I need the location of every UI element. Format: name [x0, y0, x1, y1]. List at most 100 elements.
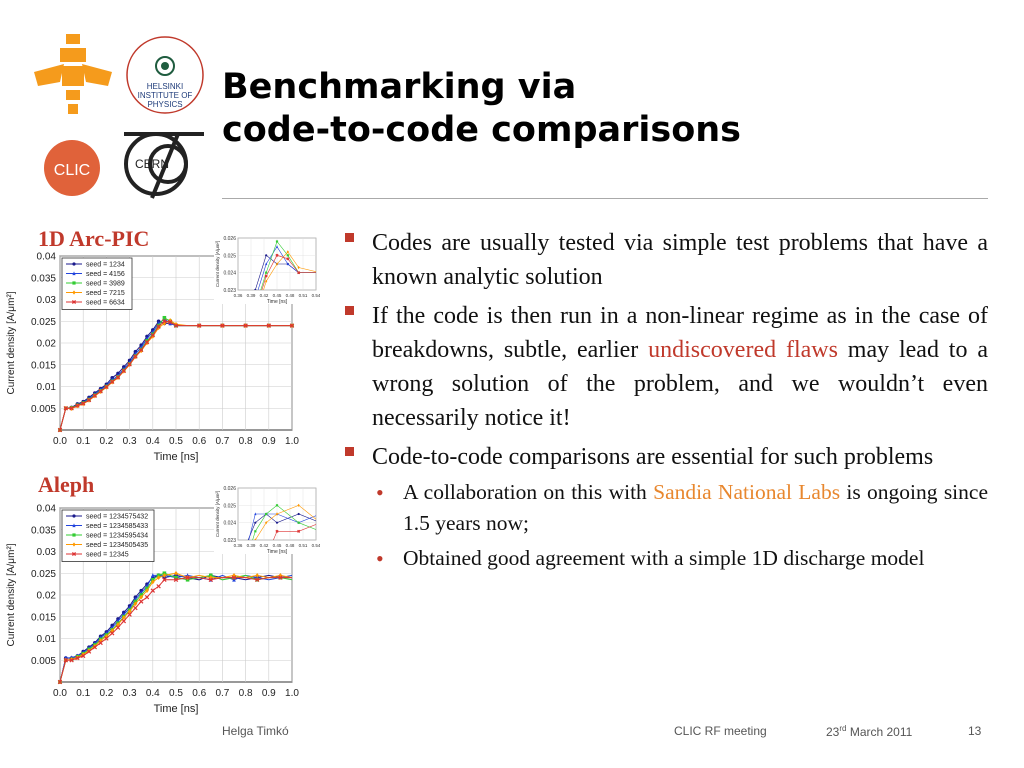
x-tick-label: 0.8	[239, 688, 253, 699]
data-point	[75, 403, 80, 408]
data-point	[265, 512, 268, 516]
data-point	[115, 625, 121, 630]
data-point	[104, 634, 109, 639]
data-point	[98, 640, 103, 646]
data-point	[80, 653, 86, 659]
footer-date-day: 23	[826, 725, 840, 739]
x-tick-label: 0.7	[215, 688, 229, 699]
data-point	[72, 262, 76, 266]
data-point	[208, 577, 214, 582]
data-point	[254, 512, 257, 516]
legend-box	[61, 509, 155, 562]
data-point	[265, 262, 268, 266]
data-point	[275, 245, 279, 248]
helsinki-university-logo	[30, 32, 116, 118]
data-point	[71, 299, 77, 305]
legend-label: seed = 7215	[86, 290, 125, 297]
data-point	[265, 254, 268, 257]
x-tick-label: 0.9	[262, 436, 276, 447]
data-point	[156, 584, 161, 589]
footer-page-number: 13	[968, 724, 982, 738]
legend: seed = 1234 seed = 4156 seed = 3989 seed = …	[61, 257, 133, 310]
bullet-text: Codes are usually tested via simple test…	[372, 230, 988, 290]
data-point	[266, 323, 272, 328]
x-tick-label: 0.7	[215, 436, 229, 447]
data-point	[156, 575, 161, 580]
y-tick-label: 0.015	[31, 612, 56, 623]
data-point	[121, 618, 127, 624]
inset-y-tick: 0.024	[223, 271, 236, 277]
data-point	[69, 406, 74, 411]
plot-label-aleph: Aleph	[38, 472, 95, 497]
hip-logo-text-3: PHYSICS	[147, 100, 182, 109]
aleph-inset-plot: 0.026 0.025 0.024 0.023 0.36 0.39 0.42 0.45 0.48…	[214, 482, 321, 559]
data-point	[127, 609, 132, 614]
data-point	[255, 573, 259, 578]
legend-label: seed = 1234575432	[86, 514, 148, 521]
x-tick-label: 0.0	[53, 688, 67, 699]
x-tick-label: 0.1	[76, 688, 90, 699]
legend-label: seed = 1234585433	[86, 523, 148, 530]
x-axis-label: Time [ns]	[154, 451, 199, 463]
data-point	[275, 240, 279, 243]
data-point	[72, 514, 76, 518]
data-point	[167, 319, 173, 325]
bullet-item: Code-to-code comparisons are essential f…	[345, 440, 988, 474]
x-tick-label: 0.9	[262, 688, 276, 699]
bullet-item: If the code is then run in a non-linear …	[345, 299, 988, 435]
data-point	[98, 389, 103, 394]
inset-x-tick: 0.54	[312, 543, 320, 548]
data-point	[127, 362, 132, 367]
data-point	[127, 612, 132, 617]
x-tick-label: 0.1	[76, 436, 90, 447]
title-divider	[222, 198, 988, 199]
data-point	[265, 271, 268, 274]
y-tick-label: 0.025	[31, 317, 56, 328]
data-point	[150, 588, 156, 593]
sub-bullet-text: Obtained good agreement with a simple 1D…	[403, 546, 925, 570]
legend-label: seed = 1234	[86, 262, 125, 269]
data-point	[174, 575, 178, 580]
data-point	[162, 573, 167, 578]
data-point	[80, 401, 86, 406]
inset-x-tick: 0.45	[273, 543, 282, 548]
data-point	[115, 375, 121, 380]
inset-x-tick: 0.48	[286, 543, 295, 548]
data-point	[275, 253, 279, 257]
data-point	[133, 354, 138, 359]
data-point	[156, 324, 161, 329]
data-point	[133, 601, 138, 606]
aleph-plot: 0.0 0.1 0.2 0.3 0.4 0.5 0.6 0.7 0.8 0.9 1.0 0.04 0.0…	[0, 500, 300, 725]
data-point	[72, 533, 76, 537]
data-point	[278, 575, 283, 580]
data-point	[254, 538, 257, 540]
footer-meeting: CLIC RF meeting	[674, 724, 767, 738]
x-axis-label: Time [ns]	[154, 703, 199, 715]
x-tick-label: 0.6	[192, 688, 206, 699]
sub-bullet-text-pre: A collaboration on this with	[403, 480, 654, 504]
data-point	[220, 323, 225, 328]
data-point	[297, 521, 300, 524]
slide-title: Benchmarking via code-to-code comparison…	[222, 66, 741, 152]
data-point	[275, 512, 279, 516]
data-point	[151, 579, 155, 585]
x-tick-label: 0.5	[169, 688, 183, 699]
footer-date-rest: March 2011	[846, 725, 913, 739]
clic-logo: CLIC	[42, 138, 102, 198]
square-bullet-icon	[345, 447, 354, 456]
data-point	[209, 575, 213, 580]
data-point	[254, 577, 260, 582]
footer-date: 23rd March 2011	[826, 724, 912, 739]
data-point	[297, 529, 301, 533]
data-point	[286, 254, 289, 257]
slide-title-line-1: Benchmarking via	[222, 67, 577, 107]
x-tick-label: 0.4	[146, 688, 160, 699]
inset-x-tick: 0.42	[260, 293, 269, 298]
data-point	[104, 384, 109, 390]
data-point	[286, 257, 290, 261]
y-tick-label: 0.01	[37, 634, 57, 645]
arcpic-inset-plot: 0.026 0.025 0.024 0.023 0.36 0.39 0.42 0.45 0.48…	[214, 232, 321, 309]
data-point	[116, 622, 120, 627]
inset-series-line	[263, 251, 316, 290]
y-tick-label: 0.035	[31, 273, 56, 284]
